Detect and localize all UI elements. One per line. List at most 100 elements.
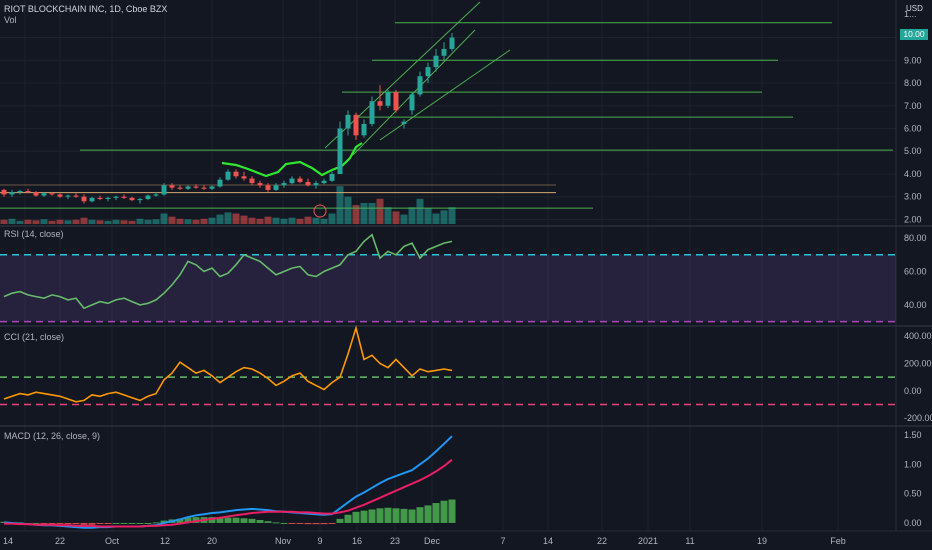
macd-histogram-bar	[256, 520, 264, 523]
cci-tick-label: -200.00	[904, 413, 932, 423]
volume-bar	[240, 215, 248, 224]
volume-bar	[336, 186, 344, 224]
price-tick-label: 5.00	[904, 146, 922, 156]
candle-body	[281, 183, 287, 186]
volume-bar	[120, 220, 128, 224]
candle-body	[441, 48, 447, 56]
price-axis[interactable]: 9.00 8.00 7.00 6.00 5.00 4.00 3.00 2.00 1... 80.0…	[904, 9, 932, 528]
rsi-label[interactable]: RSI (14, close)	[4, 229, 64, 239]
rsi-tick-label: 40.00	[904, 300, 927, 310]
candle-body	[161, 185, 167, 195]
candle-body	[65, 195, 71, 197]
volume-bar	[352, 205, 360, 224]
macd-histogram-bar	[0, 521, 8, 523]
candle-body	[193, 186, 199, 188]
price-tick-label: 9.00	[904, 55, 922, 65]
candle-body	[9, 192, 15, 195]
macd-histogram-bar	[320, 522, 328, 525]
macd-histogram-bar	[416, 507, 424, 523]
candle-body	[73, 195, 79, 197]
candle-body	[33, 192, 39, 196]
time-tick-label: 22	[597, 536, 607, 546]
symbol-title[interactable]: RIOT BLOCKCHAIN INC, 1D, Cboe BZX	[4, 4, 168, 14]
currency-label: USD	[906, 4, 923, 13]
macd-label[interactable]: MACD (12, 26, close, 9)	[4, 431, 101, 441]
candle-body	[17, 191, 23, 193]
macd-histogram-bar	[288, 522, 296, 524]
candle-body	[361, 123, 367, 136]
macd-histogram-bar	[160, 520, 168, 523]
volume-bar	[32, 220, 40, 224]
time-tick-label: 22	[55, 536, 65, 546]
candle-body	[305, 181, 311, 186]
macd-histogram-bar	[56, 522, 64, 524]
volume-bar	[368, 203, 376, 224]
time-tick-label: Nov	[275, 536, 292, 546]
trendline-drawings[interactable]	[0, 1, 893, 218]
macd-histogram-bar	[224, 517, 232, 523]
signal-line	[4, 458, 453, 528]
pane-separators[interactable]	[0, 0, 932, 532]
time-tick-label: 19	[757, 536, 767, 546]
volume-bar	[128, 220, 136, 224]
macd-histogram-bar	[104, 522, 112, 524]
volume-bar	[440, 210, 448, 224]
volume-bar	[296, 218, 304, 224]
volume-bar	[448, 207, 456, 224]
macd-histogram-bar	[360, 510, 368, 523]
candle-body	[377, 101, 383, 106]
macd-histogram-bar	[136, 522, 144, 524]
volume-bar	[432, 213, 440, 224]
channel-line[interactable]	[379, 49, 511, 141]
volume-bar	[176, 218, 184, 224]
price-tick-label: 2.00	[904, 214, 922, 224]
macd-histogram-bar	[328, 522, 336, 524]
volume-bar	[248, 217, 256, 224]
volume-bar	[8, 218, 16, 224]
volume-bar	[344, 196, 352, 224]
candle-body	[257, 183, 263, 186]
volume-bar	[232, 213, 240, 224]
volume-bar	[64, 220, 72, 224]
macd-histogram-bar	[376, 508, 384, 523]
candle-body	[41, 193, 47, 196]
time-axis[interactable]: 14 22 Oct 12 20 Nov 9 16 23 Dec 7 14 22 2021 11 19 Feb	[3, 536, 846, 546]
time-tick-label: 20	[207, 536, 217, 546]
volume-bar	[112, 219, 120, 224]
volume-bar	[24, 219, 32, 224]
volume-bar	[208, 217, 216, 224]
earnings-marker-icon[interactable]	[313, 204, 327, 218]
cci-line	[3, 325, 453, 403]
price-tick-label: 7.00	[904, 101, 922, 111]
macd-histogram-bar	[176, 518, 184, 523]
macd-histogram-bar	[72, 522, 80, 525]
volume-label[interactable]: Vol	[4, 15, 17, 25]
time-tick-label: 14	[543, 536, 553, 546]
candle-body	[169, 185, 175, 188]
cci-label[interactable]: CCI (21, close)	[4, 332, 65, 342]
volume-bar	[280, 218, 288, 224]
macd-histogram-bar	[128, 522, 136, 524]
rsi-tick-label: 80.00	[904, 233, 927, 243]
channel-line[interactable]	[352, 29, 476, 156]
channel-line[interactable]	[324, 1, 481, 149]
volume-bar	[88, 219, 96, 224]
last-price-tag: 10.00	[900, 29, 928, 40]
volume-bar	[272, 217, 280, 224]
volume-bar	[0, 219, 8, 224]
macd-histogram-bar	[296, 522, 304, 524]
volume-bar	[40, 219, 48, 224]
volume-bar	[376, 198, 384, 224]
candle-body	[185, 186, 191, 189]
macd-histogram-bar	[240, 518, 248, 523]
macd-histogram-bar	[152, 522, 160, 524]
macd-histogram-bar	[392, 508, 400, 523]
candle-body	[249, 178, 255, 184]
macd-histogram-bar	[352, 511, 360, 523]
candle-body	[297, 178, 303, 182]
volume-bar	[320, 218, 328, 224]
highlight-polyline[interactable]	[221, 142, 363, 178]
time-tick-label: 11	[685, 536, 694, 546]
